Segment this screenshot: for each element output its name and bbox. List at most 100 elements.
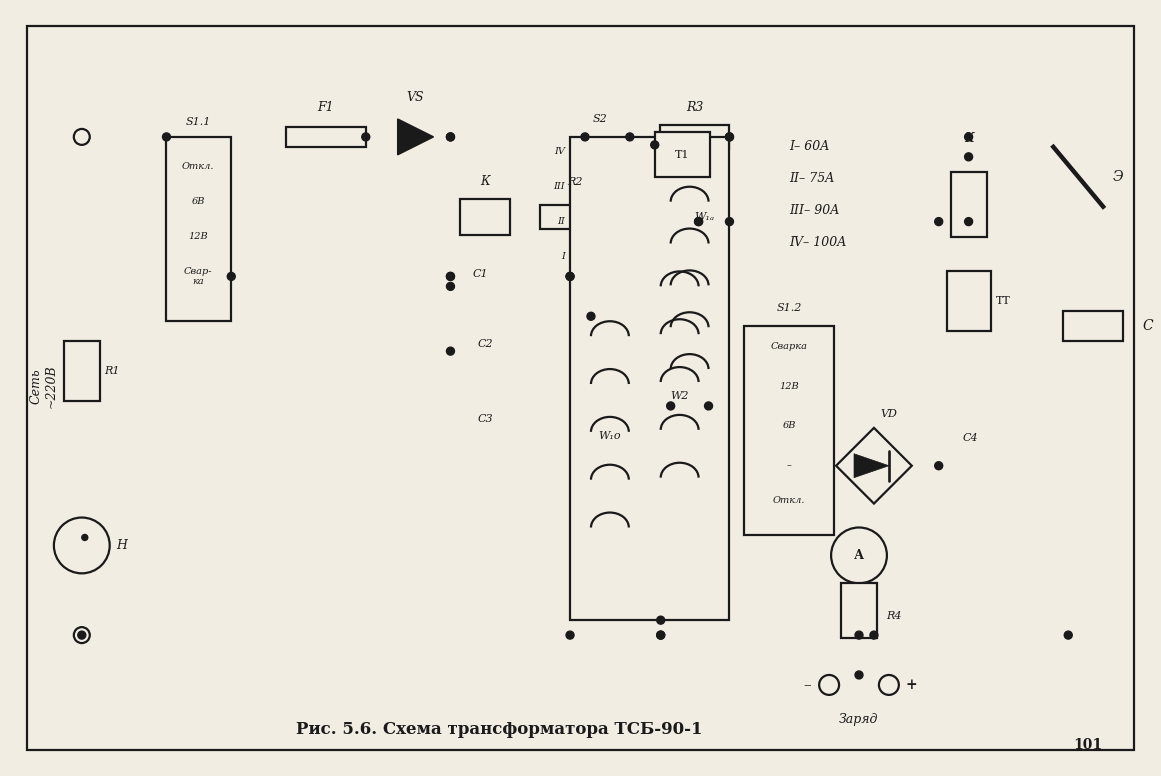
Text: I: I [561, 252, 565, 261]
Circle shape [447, 133, 454, 141]
Text: S1.2: S1.2 [777, 303, 802, 314]
Bar [166, 137, 231, 321]
Bar [841, 584, 877, 638]
Text: Свар-
ка: Свар- ка [185, 267, 212, 286]
Text: C3: C3 [477, 414, 493, 424]
Circle shape [831, 528, 887, 584]
Text: –: – [803, 678, 812, 692]
Text: IV– 100A: IV– 100A [789, 236, 846, 249]
Text: T1: T1 [675, 150, 688, 160]
Circle shape [651, 141, 658, 149]
Circle shape [694, 217, 702, 226]
Text: Н: Н [116, 539, 127, 552]
Circle shape [965, 217, 973, 226]
Circle shape [53, 518, 109, 573]
Circle shape [587, 312, 594, 320]
Circle shape [626, 133, 634, 141]
Circle shape [870, 631, 878, 639]
Circle shape [74, 129, 89, 145]
Text: Сварка: Сварка [771, 341, 808, 351]
Text: R1: R1 [104, 366, 120, 376]
Text: F1: F1 [318, 101, 334, 113]
Circle shape [447, 272, 454, 280]
Bar [64, 341, 100, 401]
Text: Сеть
~220В: Сеть ~220В [30, 364, 58, 408]
Bar [540, 205, 610, 229]
Circle shape [567, 272, 574, 280]
Text: R2: R2 [568, 177, 583, 187]
Bar [744, 326, 834, 535]
Text: W2: W2 [670, 391, 688, 401]
Text: S1.1: S1.1 [186, 117, 211, 127]
Circle shape [726, 217, 734, 226]
Circle shape [1065, 631, 1073, 639]
Text: S2: S2 [592, 114, 607, 124]
Bar [1063, 311, 1123, 341]
Circle shape [362, 133, 369, 141]
Text: Э: Э [1112, 170, 1124, 184]
Text: III: III [554, 182, 565, 191]
Circle shape [854, 631, 863, 639]
Circle shape [567, 631, 574, 639]
Text: II– 75A: II– 75A [789, 172, 835, 185]
Text: 6В: 6В [783, 421, 796, 431]
Bar [659, 125, 729, 149]
Circle shape [965, 133, 973, 141]
Text: III– 90A: III– 90A [789, 204, 839, 217]
Circle shape [935, 462, 943, 469]
Circle shape [447, 133, 454, 141]
Text: Откл.: Откл. [773, 496, 806, 505]
Text: C2: C2 [477, 339, 493, 349]
Circle shape [657, 616, 665, 624]
Text: C4: C4 [962, 433, 979, 443]
Bar [946, 272, 990, 331]
Polygon shape [398, 119, 433, 155]
Circle shape [935, 217, 943, 226]
Polygon shape [836, 428, 911, 504]
Bar [570, 137, 729, 620]
Circle shape [854, 671, 863, 679]
Circle shape [580, 133, 589, 141]
Text: К: К [481, 175, 490, 189]
Circle shape [567, 272, 574, 280]
Circle shape [228, 272, 236, 280]
Text: Заряд: Заряд [839, 713, 879, 726]
Circle shape [447, 282, 454, 290]
Text: К: К [964, 133, 973, 145]
Text: 12В: 12В [779, 382, 799, 390]
Circle shape [447, 272, 454, 280]
Bar [951, 171, 987, 237]
Text: +: + [906, 678, 917, 692]
Circle shape [163, 133, 171, 141]
Text: I– 60A: I– 60A [789, 140, 829, 154]
Text: W₁о: W₁о [599, 431, 621, 441]
Bar [286, 127, 366, 147]
Text: –: – [787, 461, 792, 470]
Circle shape [726, 133, 734, 141]
Circle shape [78, 631, 86, 639]
Circle shape [705, 402, 713, 410]
Circle shape [447, 347, 454, 355]
Text: Рис. 5.6. Схема трансформатора ТСБ-90-1: Рис. 5.6. Схема трансформатора ТСБ-90-1 [296, 721, 702, 738]
Text: 6В: 6В [192, 197, 205, 206]
Polygon shape [854, 454, 889, 478]
Text: С: С [1142, 319, 1153, 333]
Circle shape [657, 631, 665, 639]
Text: Откл.: Откл. [182, 162, 215, 171]
Text: А: А [854, 549, 864, 562]
Text: 101: 101 [1074, 738, 1103, 752]
Circle shape [879, 675, 899, 695]
Text: ТТ: ТТ [996, 296, 1011, 307]
Text: VS: VS [406, 91, 425, 103]
Text: W₁ₐ: W₁ₐ [694, 212, 714, 222]
Bar [461, 199, 510, 234]
Circle shape [74, 627, 89, 643]
Text: 12В: 12В [188, 232, 208, 241]
Circle shape [666, 402, 675, 410]
Text: R4: R4 [886, 611, 902, 621]
Circle shape [820, 675, 839, 695]
Text: II: II [557, 217, 565, 226]
Circle shape [694, 217, 702, 226]
Text: VD: VD [880, 409, 897, 419]
Circle shape [726, 133, 734, 141]
